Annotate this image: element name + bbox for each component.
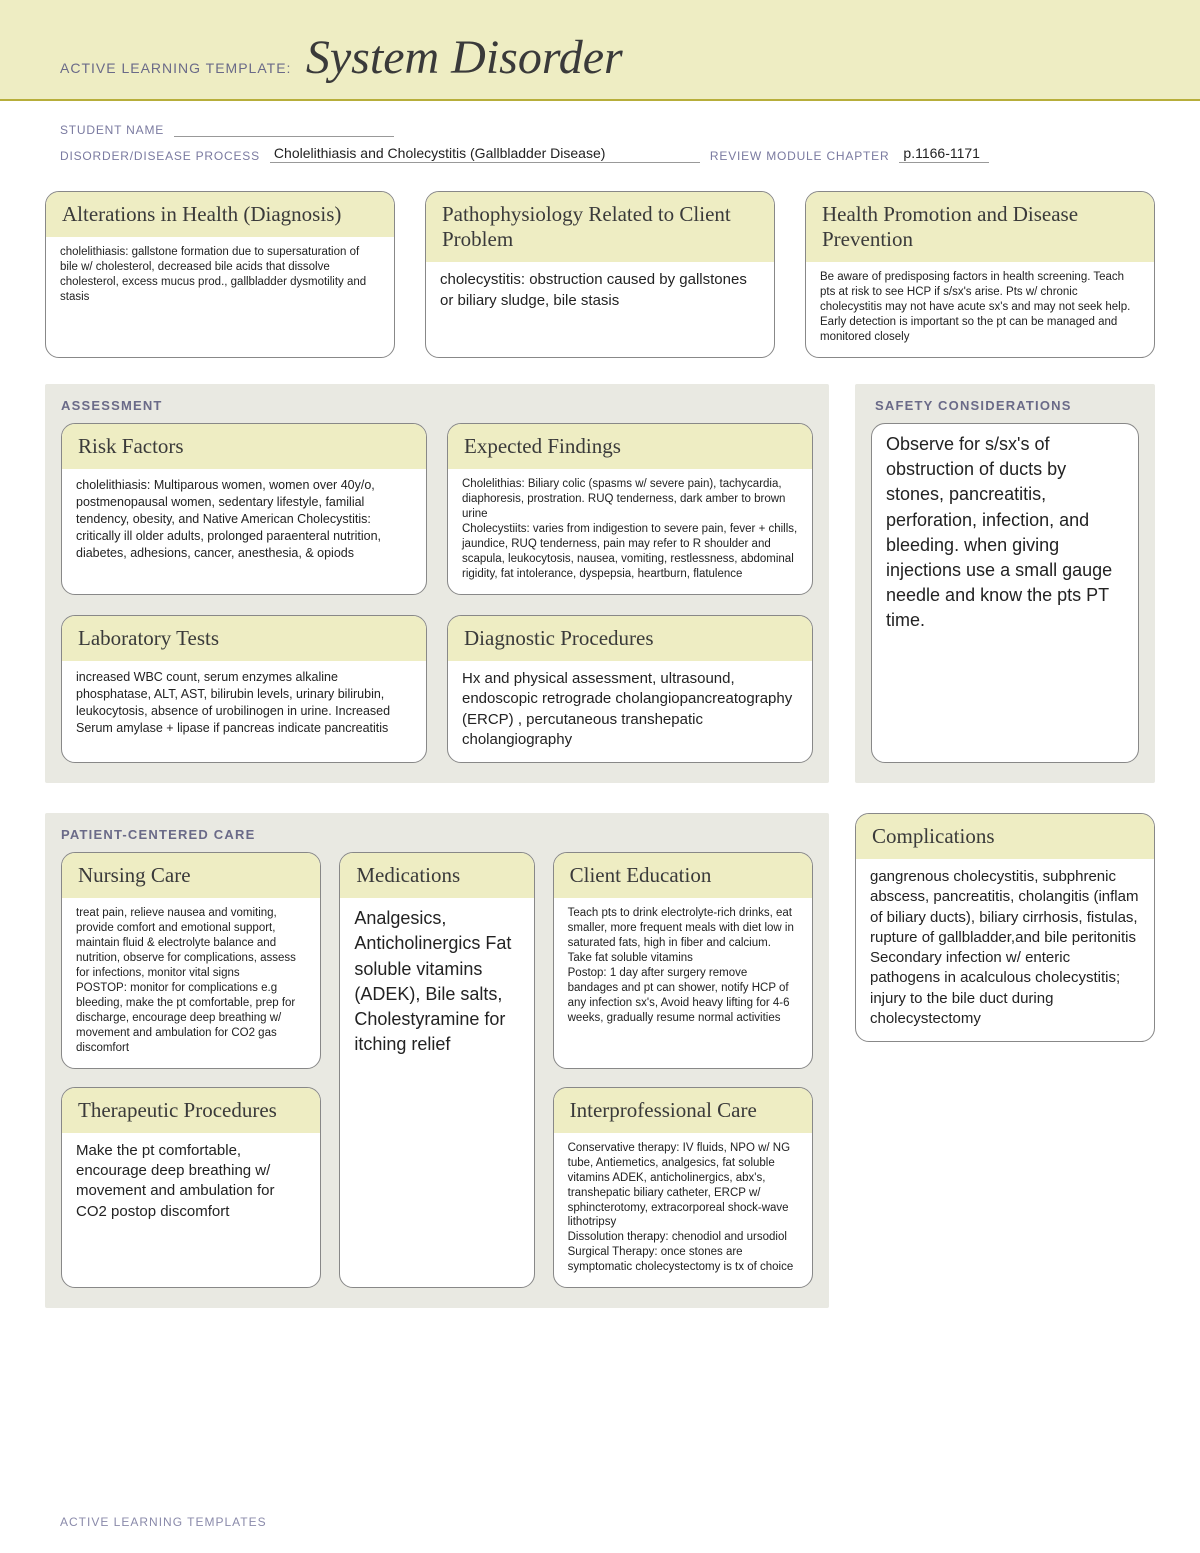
- footer-text: ACTIVE LEARNING TEMPLATES: [60, 1515, 267, 1529]
- card-body: cholecystitis: obstruction caused by gal…: [426, 262, 774, 323]
- card-therapeutic-procedures: Therapeutic Procedures Make the pt comfo…: [61, 1087, 321, 1289]
- top-row: Alterations in Health (Diagnosis) cholel…: [45, 191, 1155, 358]
- mid-row: ASSESSMENT Risk Factors cholelithiasis: …: [45, 384, 1155, 783]
- chapter-label: REVIEW MODULE CHAPTER: [710, 149, 890, 163]
- card-head: Therapeutic Procedures: [62, 1088, 320, 1133]
- card-body: Be aware of predisposing factors in heal…: [806, 262, 1154, 357]
- card-body: treat pain, relieve nausea and vomiting,…: [62, 898, 320, 1067]
- disorder-value[interactable]: Cholelithiasis and Cholecystitis (Gallbl…: [270, 145, 700, 163]
- card-pathophysiology: Pathophysiology Related to Client Proble…: [425, 191, 775, 358]
- safety-section: SAFETY CONSIDERATIONS Observe for s/sx's…: [855, 384, 1155, 783]
- card-complications: Complications gangrenous cholecystitis, …: [855, 813, 1155, 1042]
- header-band: ACTIVE LEARNING TEMPLATE: System Disorde…: [0, 0, 1200, 101]
- disorder-label: DISORDER/DISEASE PROCESS: [60, 149, 260, 163]
- bottom-row: PATIENT-CENTERED CARE Nursing Care treat…: [45, 813, 1155, 1308]
- card-head: Client Education: [554, 853, 812, 898]
- card-risk-factors: Risk Factors cholelithiasis: Multiparous…: [61, 423, 427, 595]
- card-medications: Medications Analgesics, Anticholinergics…: [339, 852, 534, 1288]
- card-head: Interprofessional Care: [554, 1088, 812, 1133]
- page-title: System Disorder: [306, 30, 623, 85]
- pcc-section: PATIENT-CENTERED CARE Nursing Care treat…: [45, 813, 829, 1308]
- card-head: Alterations in Health (Diagnosis): [46, 192, 394, 237]
- page: ACTIVE LEARNING TEMPLATE: System Disorde…: [0, 0, 1200, 1553]
- card-body: gangrenous cholecystitis, subphrenic abs…: [856, 859, 1154, 1041]
- student-name-value[interactable]: [174, 135, 394, 137]
- assessment-section: ASSESSMENT Risk Factors cholelithiasis: …: [45, 384, 829, 783]
- pcc-label: PATIENT-CENTERED CARE: [61, 827, 813, 842]
- card-interprofessional-care: Interprofessional Care Conservative ther…: [553, 1087, 813, 1289]
- card-safety: Observe for s/sx's of obstruction of duc…: [871, 423, 1139, 763]
- card-laboratory-tests: Laboratory Tests increased WBC count, se…: [61, 615, 427, 763]
- meta-block: STUDENT NAME DISORDER/DISEASE PROCESS Ch…: [0, 101, 1200, 181]
- complications-col: Complications gangrenous cholecystitis, …: [855, 813, 1155, 1308]
- card-expected-findings: Expected Findings Cholelithias: Biliary …: [447, 423, 813, 595]
- card-head: Risk Factors: [62, 424, 426, 469]
- card-body: Conservative therapy: IV fluids, NPO w/ …: [554, 1133, 812, 1287]
- card-body: Teach pts to drink electrolyte-rich drin…: [554, 898, 812, 1038]
- assessment-label: ASSESSMENT: [61, 398, 813, 413]
- card-head: Diagnostic Procedures: [448, 616, 812, 661]
- card-alterations: Alterations in Health (Diagnosis) cholel…: [45, 191, 395, 358]
- safety-label: SAFETY CONSIDERATIONS: [875, 398, 1139, 413]
- card-head: Health Promotion and Disease Prevention: [806, 192, 1154, 262]
- card-nursing-care: Nursing Care treat pain, relieve nausea …: [61, 852, 321, 1069]
- card-head: Pathophysiology Related to Client Proble…: [426, 192, 774, 262]
- chapter-value[interactable]: p.1166-1171: [899, 145, 989, 163]
- card-client-education: Client Education Teach pts to drink elec…: [553, 852, 813, 1069]
- student-name-label: STUDENT NAME: [60, 123, 164, 137]
- card-head: Laboratory Tests: [62, 616, 426, 661]
- card-health-promotion: Health Promotion and Disease Prevention …: [805, 191, 1155, 358]
- card-body: Cholelithias: Biliary colic (spasms w/ s…: [448, 469, 812, 594]
- card-body: Observe for s/sx's of obstruction of duc…: [872, 424, 1138, 646]
- header-prefix: ACTIVE LEARNING TEMPLATE:: [60, 60, 291, 76]
- card-body: Make the pt comfortable, encourage deep …: [62, 1133, 320, 1234]
- card-head: Complications: [856, 814, 1154, 859]
- card-body: cholelithiasis: Multiparous women, women…: [62, 469, 426, 573]
- card-body: cholelithiasis: gallstone formation due …: [46, 237, 394, 317]
- card-diagnostic-procedures: Diagnostic Procedures Hx and physical as…: [447, 615, 813, 763]
- card-body: increased WBC count, serum enzymes alkal…: [62, 661, 426, 749]
- card-head: Nursing Care: [62, 853, 320, 898]
- card-head: Expected Findings: [448, 424, 812, 469]
- card-body: Analgesics, Anticholinergics Fat soluble…: [340, 898, 533, 1069]
- card-head: Medications: [340, 853, 533, 898]
- content: Alterations in Health (Diagnosis) cholel…: [0, 181, 1200, 1338]
- card-body: Hx and physical assessment, ultrasound, …: [448, 661, 812, 762]
